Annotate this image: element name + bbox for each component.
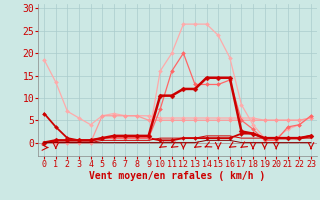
X-axis label: Vent moyen/en rafales ( km/h ): Vent moyen/en rafales ( km/h ) <box>90 171 266 181</box>
